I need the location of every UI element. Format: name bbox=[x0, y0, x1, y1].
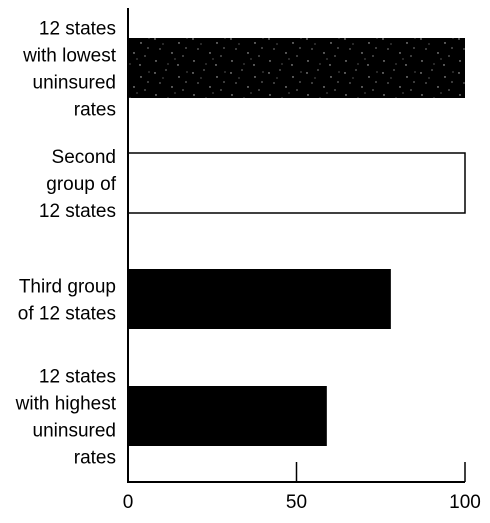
category-label-3: Third group of 12 states bbox=[18, 277, 116, 325]
bar-2 bbox=[127, 152, 466, 214]
bars-layer bbox=[127, 38, 466, 446]
bar-1 bbox=[128, 38, 465, 98]
bar-3 bbox=[128, 269, 391, 329]
category-label-4: 12 states with highest uninsured rates bbox=[15, 367, 117, 469]
category-label-line: of 12 states bbox=[18, 304, 116, 325]
bar-4 bbox=[128, 386, 327, 446]
category-label-line: rates bbox=[74, 448, 116, 469]
x-tick-label-0: 0 bbox=[123, 492, 134, 513]
category-label-line: uninsured bbox=[33, 73, 116, 94]
category-label-1: 12 states with lowest uninsured rates bbox=[22, 19, 117, 121]
category-label-line: 12 states bbox=[39, 367, 116, 388]
category-label-line: group of bbox=[46, 174, 116, 195]
category-label-line: rates bbox=[74, 100, 116, 121]
category-label-line: with lowest bbox=[22, 46, 117, 67]
x-tick-label-50: 50 bbox=[286, 492, 307, 513]
category-label-2: Second group of 12 states bbox=[39, 147, 117, 222]
axes: 0 50 100 bbox=[123, 8, 481, 513]
x-tick-label-100: 100 bbox=[449, 492, 481, 513]
category-label-line: with highest bbox=[15, 394, 117, 415]
category-label-line: Second bbox=[52, 147, 116, 168]
category-label-line: Third group bbox=[19, 277, 116, 298]
category-label-line: uninsured bbox=[33, 421, 116, 442]
category-label-line: 12 states bbox=[39, 19, 116, 40]
category-labels: 12 states with lowest uninsured rates Second… bbox=[15, 19, 117, 469]
category-label-line: 12 states bbox=[39, 201, 116, 222]
